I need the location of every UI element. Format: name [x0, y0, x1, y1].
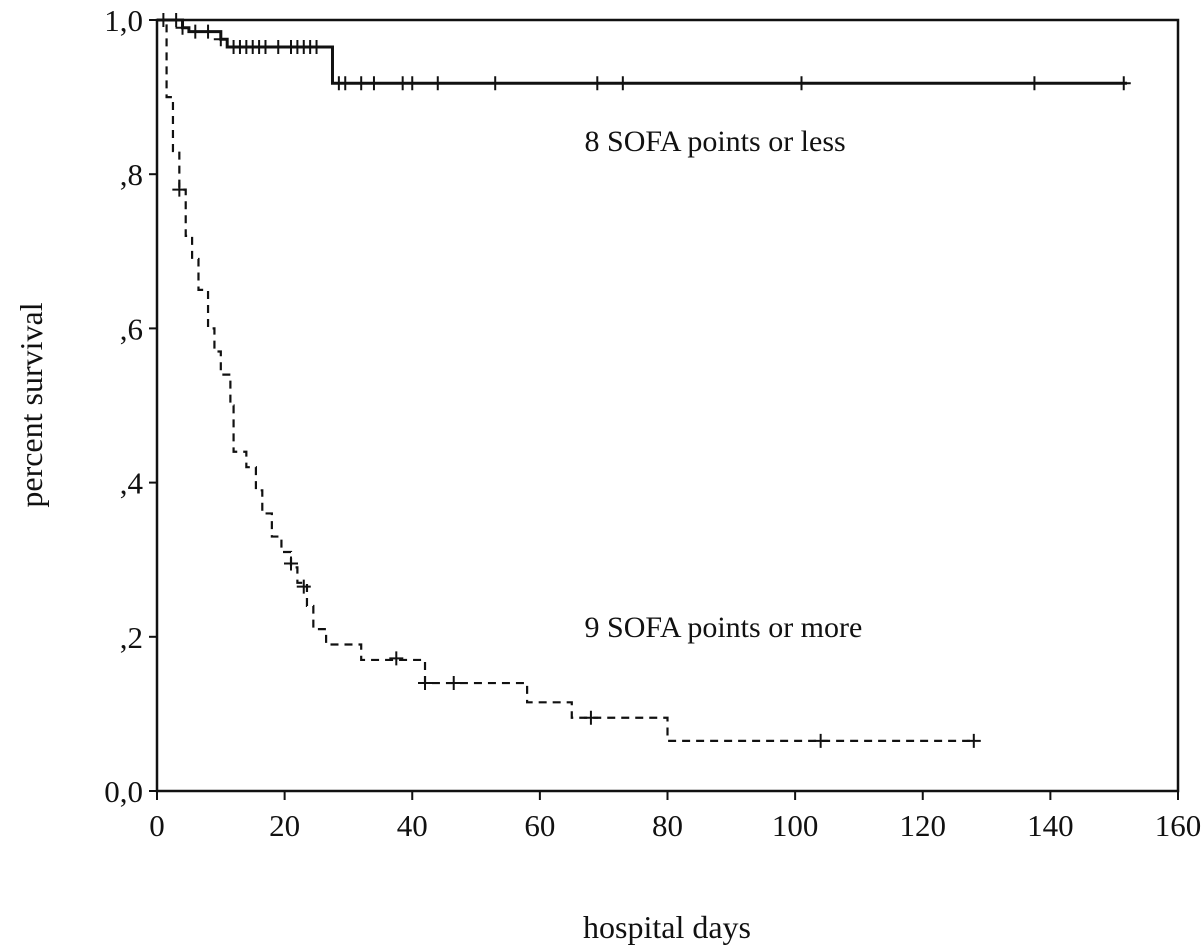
censor-mark — [1116, 76, 1131, 91]
x-tick-label: 140 — [1027, 808, 1074, 843]
censor-mark — [813, 733, 828, 748]
censor-mark — [405, 76, 420, 91]
annotation-layer: 8 SOFA points or less 9 SOFA points or mo… — [585, 125, 863, 644]
x-tick-label: 80 — [652, 808, 683, 843]
series-annotation: 9 SOFA points or more — [585, 611, 863, 644]
censor-mark — [354, 76, 369, 91]
y-tick-label: ,4 — [120, 466, 144, 501]
censor-mark — [271, 39, 286, 54]
y-tick-label: ,6 — [120, 311, 143, 346]
censor-mark — [615, 76, 630, 91]
censor-mark — [590, 76, 605, 91]
x-tick-label: 60 — [524, 808, 555, 843]
censor-mark — [309, 39, 324, 54]
survival-step-line — [157, 18, 974, 742]
series-sofa-9-or-more — [157, 18, 981, 748]
censor-mark — [258, 39, 273, 54]
x-axis-label: hospital days — [583, 909, 751, 945]
x-tick-label: 100 — [772, 808, 819, 843]
y-tick-label: 0,0 — [104, 774, 143, 809]
censor-mark — [418, 676, 433, 691]
series-annotation: 8 SOFA points or less — [585, 125, 846, 158]
censor-mark — [583, 710, 598, 725]
censor-mark — [296, 579, 311, 594]
series-layer — [156, 13, 1131, 748]
x-tick-label: 20 — [269, 808, 300, 843]
x-tick-label: 40 — [397, 808, 428, 843]
censor-mark — [366, 76, 381, 91]
x-axis-ticks: 0 20 40 60 80 100 120 140 160 — [149, 791, 1201, 843]
x-tick-label: 160 — [1155, 808, 1202, 843]
x-tick-label: 120 — [900, 808, 947, 843]
censor-mark — [188, 24, 203, 39]
censor-mark — [169, 13, 184, 27]
censor-mark — [446, 676, 461, 691]
censor-mark — [201, 24, 216, 39]
x-tick-label: 0 — [149, 808, 165, 843]
censor-mark — [430, 76, 445, 91]
censor-mark — [794, 76, 809, 91]
y-axis-label: percent survival — [13, 302, 49, 507]
censor-mark — [488, 76, 503, 91]
censor-mark — [284, 556, 299, 571]
censor-mark — [213, 32, 228, 47]
y-axis-ticks: 0,0 ,2 ,4 ,6 ,8 1,0 — [104, 3, 157, 809]
survival-step-line — [157, 18, 1127, 85]
censor-mark — [389, 651, 404, 666]
censor-mark — [1027, 76, 1042, 91]
censor-mark — [175, 20, 190, 35]
series-sofa-8-or-less — [156, 13, 1131, 91]
y-tick-label: 1,0 — [104, 3, 143, 38]
y-tick-label: ,2 — [120, 620, 143, 655]
censor-mark — [338, 76, 353, 91]
censor-mark — [966, 733, 981, 748]
y-tick-label: ,8 — [120, 157, 143, 192]
censor-mark — [172, 182, 187, 197]
